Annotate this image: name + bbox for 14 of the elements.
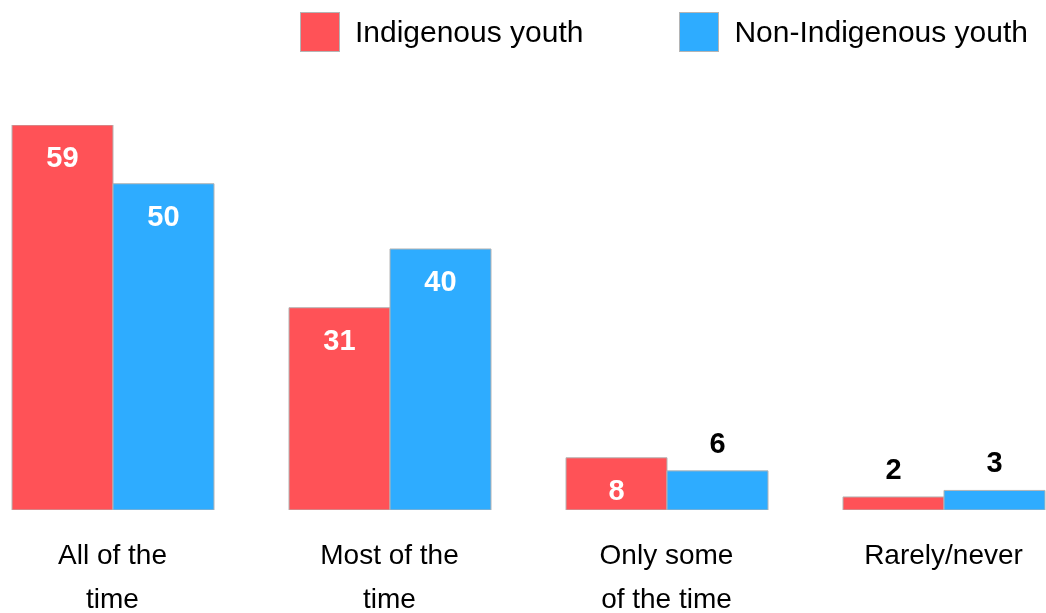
x-tick-label: Most of the time	[320, 538, 459, 613]
legend-label: Non-Indigenous youth	[734, 15, 1028, 49]
legend-label: Indigenous youth	[354, 15, 584, 49]
x-tick-label: All of the time	[58, 538, 167, 613]
data-label: 8	[608, 473, 625, 506]
data-label: 40	[424, 264, 457, 297]
data-label: 6	[709, 426, 726, 459]
data-label: 2	[885, 452, 902, 485]
x-tick-label: Rarely/never	[864, 538, 1023, 570]
x-tick-label: Only some of the time	[599, 538, 734, 613]
data-label: 31	[323, 323, 356, 356]
data-label: 50	[147, 199, 180, 232]
data-label: 59	[46, 141, 79, 173]
data-label: 3	[986, 446, 1003, 479]
